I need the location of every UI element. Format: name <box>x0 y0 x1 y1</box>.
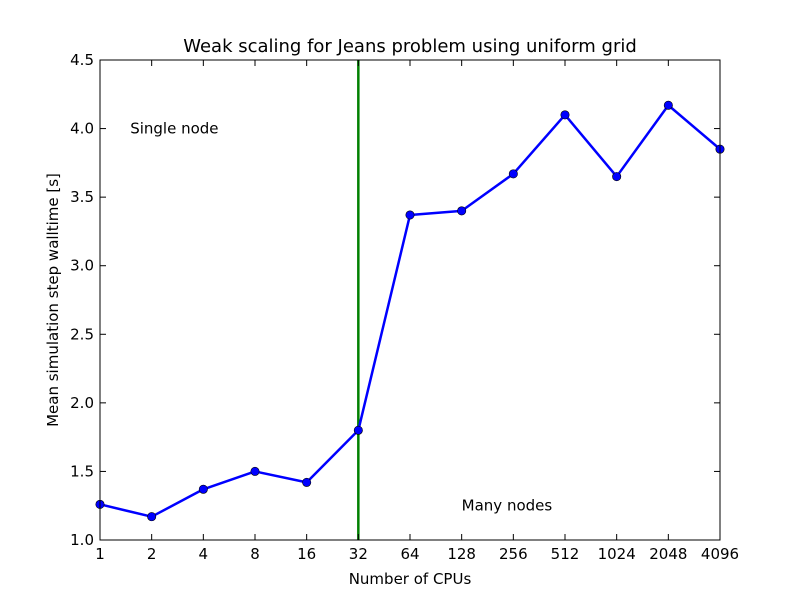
y-tick-label: 4.5 <box>70 51 94 69</box>
x-tick-label: 8 <box>250 545 260 563</box>
chart-title: Weak scaling for Jeans problem using uni… <box>183 36 637 57</box>
annotation-single-node: Single node <box>130 120 218 138</box>
x-tick-label: 256 <box>499 545 528 563</box>
data-point <box>198 484 208 494</box>
x-tick-label: 4096 <box>701 545 739 563</box>
x-tick-label: 16 <box>297 545 316 563</box>
plot-frame <box>99 59 721 541</box>
x-tick-label: 2048 <box>649 545 687 563</box>
y-tick-label: 1.0 <box>70 531 94 549</box>
x-tick-label: 1024 <box>598 545 636 563</box>
data-point <box>560 110 570 120</box>
x-tick-label: 512 <box>551 545 580 563</box>
data-point <box>612 172 622 182</box>
x-tick-label: 2 <box>147 545 157 563</box>
x-tick-label: 4 <box>199 545 209 563</box>
y-tick-label: 2.5 <box>70 325 94 343</box>
x-tick-label: 32 <box>349 545 368 563</box>
data-point <box>250 466 260 476</box>
plot-background <box>100 60 720 540</box>
y-tick-label: 1.5 <box>70 462 94 480</box>
y-tick-label: 2.0 <box>70 394 94 412</box>
y-axis-label: Mean simulation step walltime [s] <box>44 173 62 427</box>
y-tick-label: 4.0 <box>70 120 94 138</box>
x-tick-label: 128 <box>447 545 476 563</box>
y-tick-label: 3.0 <box>70 257 94 275</box>
data-point <box>508 169 518 179</box>
data-point <box>457 206 467 216</box>
data-point <box>353 425 363 435</box>
data-point <box>302 477 312 487</box>
tick-labels: 1 2 4 8 16 32 64 128 256 512 1024 2048 4096 1.0 1.5 2.0… <box>70 51 739 563</box>
y-tick-label: 3.5 <box>70 188 94 206</box>
x-axis-label: Number of CPUs <box>349 570 472 588</box>
x-tick-label: 1 <box>95 545 105 563</box>
annotation-many-nodes: Many nodes <box>462 497 553 515</box>
data-point <box>663 100 673 110</box>
data-point <box>147 512 157 522</box>
x-tick-label: 64 <box>400 545 419 563</box>
data-point <box>405 210 415 220</box>
